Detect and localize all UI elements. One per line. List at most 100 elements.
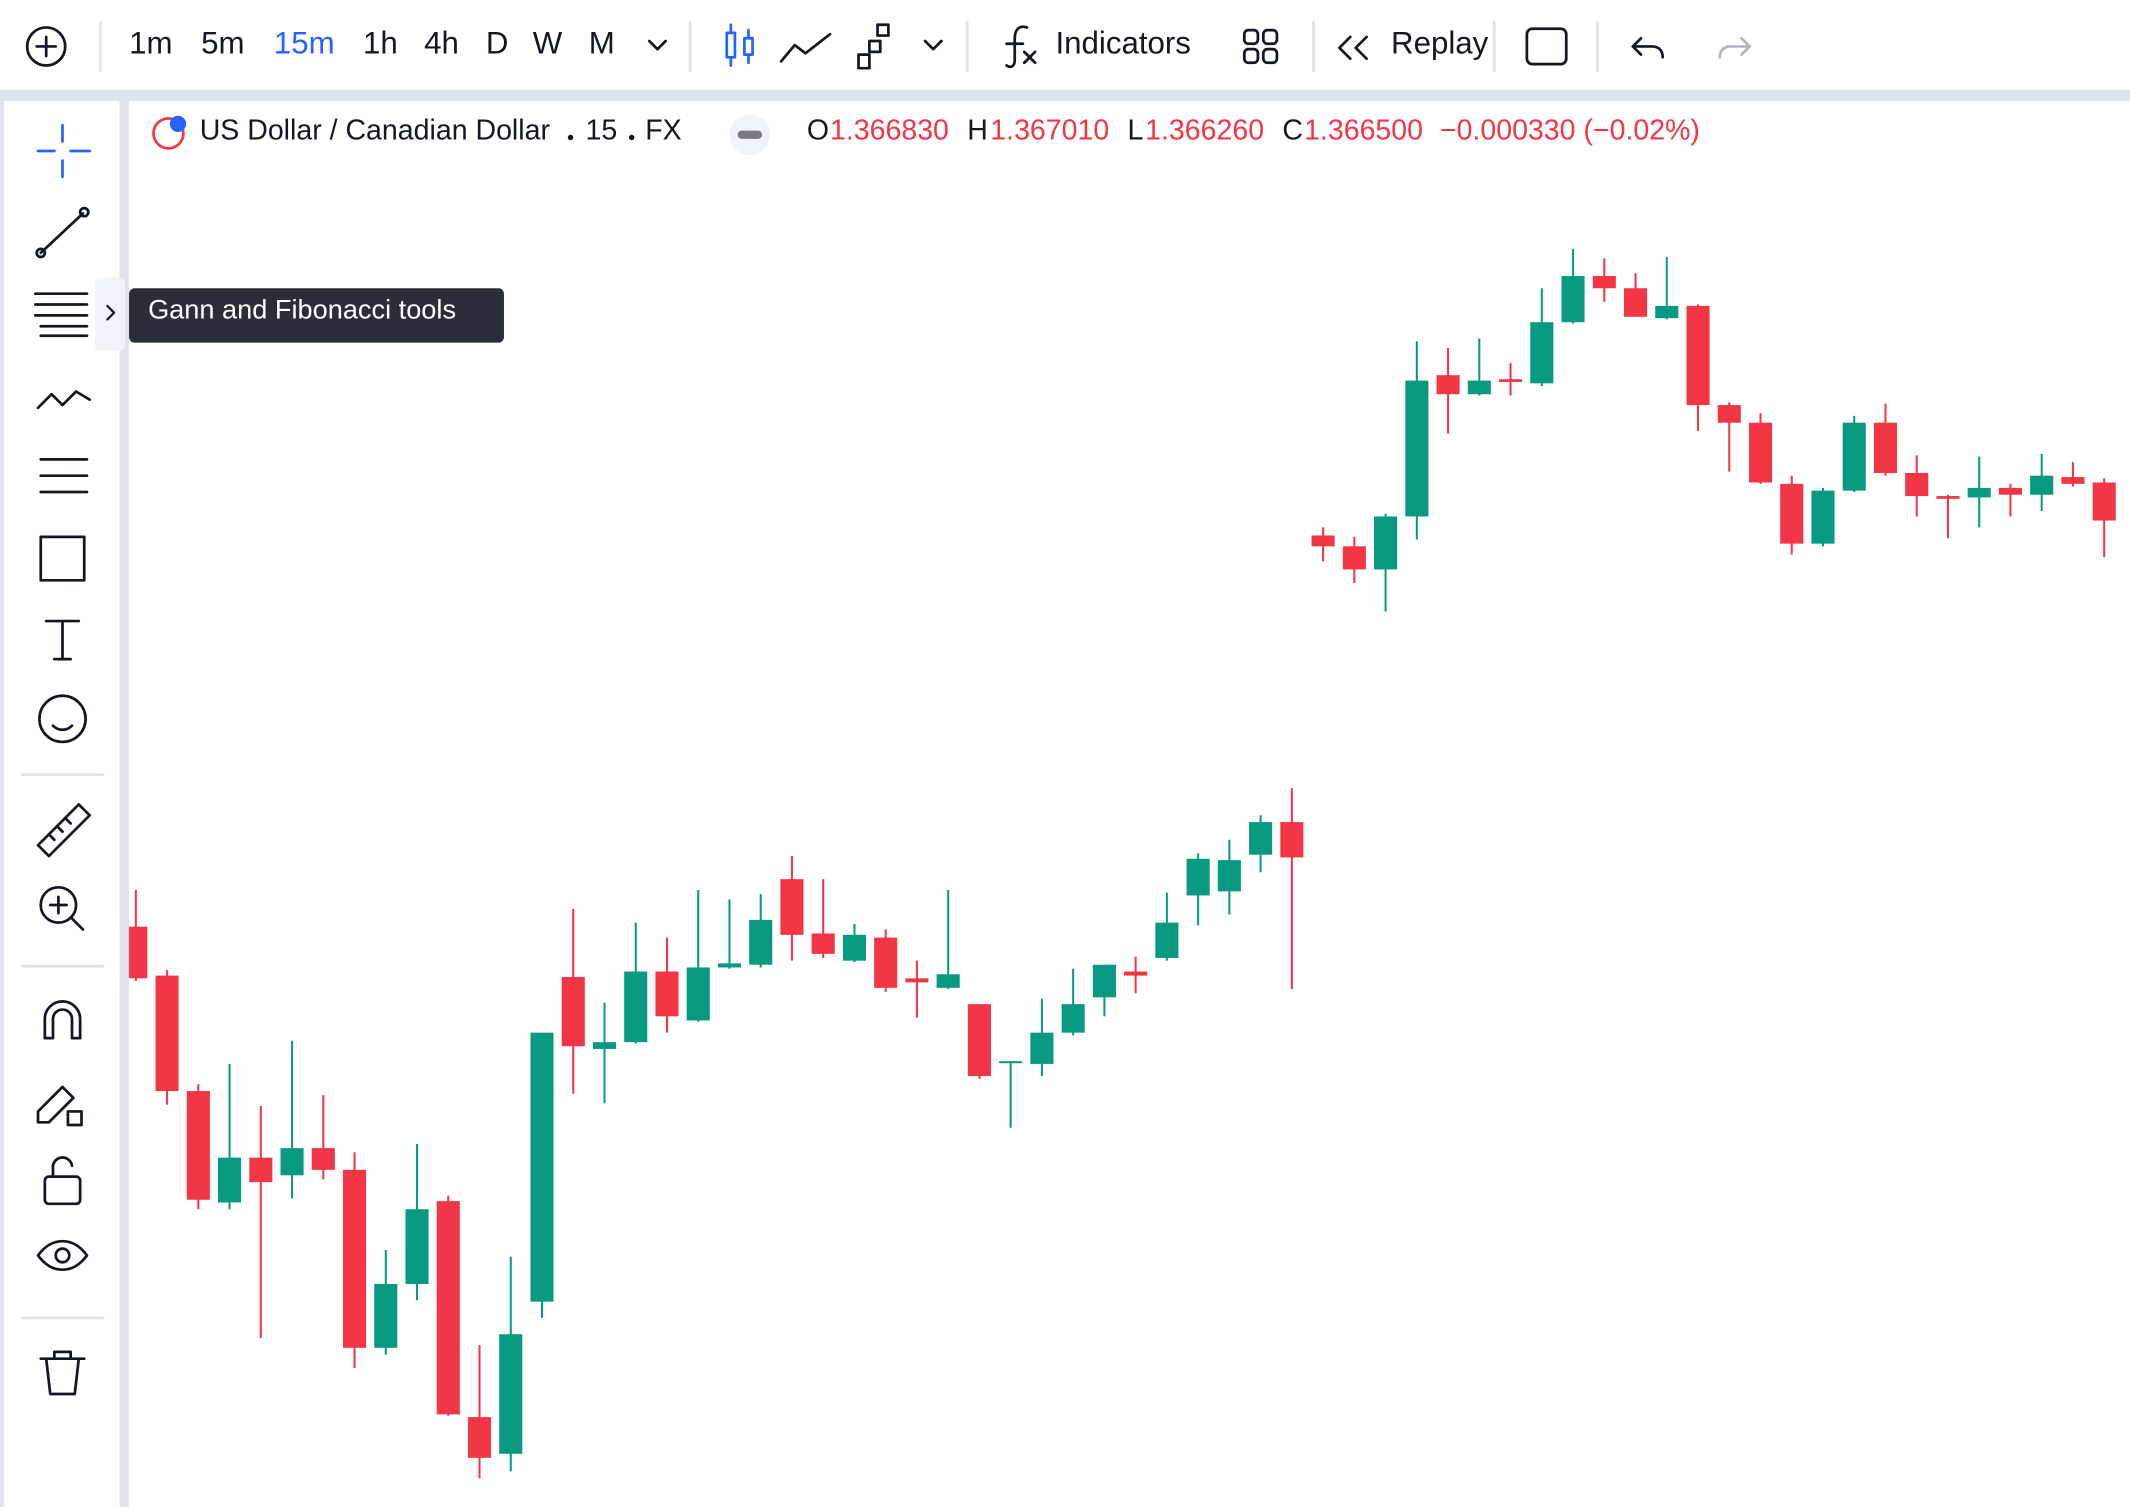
candle-body [1998,487,2023,495]
hide-tool[interactable] [36,1239,89,1271]
candle-body [811,933,835,954]
candle-body [1811,490,1835,544]
candle-body [1842,422,1866,491]
candle-body [2092,482,2116,521]
flag-icon [169,115,187,133]
symbol-name[interactable]: US Dollar / Canadian Dollar [200,115,551,147]
remove-tool[interactable] [39,1350,86,1396]
candle-body [1061,1004,1085,1033]
candle-body [1936,496,1960,499]
candle-body [1655,305,1679,319]
frame-left [0,89,5,1507]
toolbar-border [0,89,2130,101]
pattern-tool[interactable] [36,390,92,410]
fib-tool[interactable] [33,292,89,338]
candle-body [155,975,179,1092]
candle-body [249,1157,273,1183]
ohlc-label: L [1127,115,1143,147]
text-tool[interactable] [44,619,81,661]
symbol-interval: 15 [585,115,617,147]
fullscreen-icon[interactable] [1525,27,1568,66]
candle-body [1405,380,1429,517]
handle [78,206,90,218]
layouts-icon [1261,28,1279,46]
type-chevron[interactable] [923,39,943,51]
candle-body [1780,483,1804,544]
interval-button[interactable]: 1m [129,25,172,60]
candle-body [1686,305,1710,406]
interval-button[interactable]: D [486,25,509,60]
symbol-exchange: FX [645,115,681,147]
icon-tool[interactable] [38,694,87,744]
candle-body [1186,858,1210,896]
plus [35,35,58,58]
ohlc-label: H [967,115,988,147]
lock-drawing-tool[interactable] [36,1085,83,1127]
candle-body [1217,860,1241,892]
shape-tool[interactable] [39,535,86,582]
interval-chevron[interactable] [647,39,667,51]
indicators-button[interactable]: Indicators [1055,25,1190,60]
zoom-tool[interactable] [39,885,78,924]
smile [51,724,74,732]
candle-body [905,978,929,983]
candle-body [1155,922,1179,958]
interval-button[interactable]: 4h [424,25,459,60]
candle-body [2030,475,2054,495]
candle-body [1249,822,1273,855]
candle-body [1561,276,1585,323]
trend-line-tool[interactable] [39,212,85,255]
candle-body [624,971,648,1043]
redo-icon[interactable] [1718,36,1752,59]
interval-button-active[interactable]: 15m [274,25,335,60]
crosshair-tool[interactable] [36,123,92,179]
replay-icon[interactable] [1338,35,1368,61]
candle-body [530,1032,554,1302]
add-symbol[interactable] [25,26,67,67]
ohlc-value: 1.366830 [830,115,949,147]
indicators-icon[interactable] [1005,25,1037,69]
interval-button[interactable]: 5m [201,25,244,60]
ohlc-value: 1.366500 [1304,115,1423,147]
candle-body [561,976,585,1047]
line-icon[interactable] [779,32,832,63]
candle-body [874,937,898,988]
interval-button[interactable]: 1h [363,25,398,60]
candle-body [1374,516,1398,570]
layouts-icon[interactable] [1242,28,1260,46]
separator-dot [628,134,635,141]
candle-body [186,1091,210,1200]
magnet-tool[interactable] [43,1000,82,1040]
candles-icon[interactable] [725,23,754,67]
candle-body [655,971,679,1017]
candle-body [311,1148,335,1170]
interval-button[interactable]: W [533,25,563,60]
candle-body [1311,535,1335,547]
replay-button[interactable]: Replay [1391,25,1489,60]
candle-body [717,963,742,968]
drawing-tools [20,123,125,1396]
candle-body [1717,405,1741,423]
candle-body [592,1042,617,1049]
candle-body [1748,422,1773,483]
tooltip-box [129,288,504,343]
undo-icon[interactable] [1631,36,1665,59]
lock-all-tool[interactable] [43,1175,82,1206]
candle-body [967,1004,991,1077]
candle-body [1030,1032,1054,1064]
pupil [54,1247,71,1264]
tool-expander[interactable] [95,277,125,351]
expander-arrow [106,304,116,321]
chart-type-icon[interactable] [857,23,890,70]
interval-button[interactable]: M [589,25,615,60]
zoom-glyph [48,895,85,931]
candle-body [1467,380,1491,395]
candle-body [1342,546,1366,570]
candles [129,248,2116,1479]
measure-tool[interactable] [36,803,92,858]
ohlc-label: O [807,115,829,147]
forecast-tool[interactable] [39,458,89,494]
